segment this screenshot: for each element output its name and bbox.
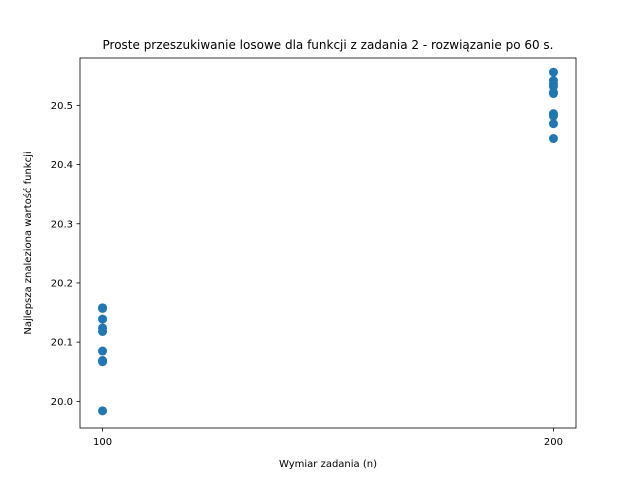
y-tick-label: 20.4 (51, 160, 73, 171)
y-tick-label: 20.1 (51, 338, 73, 349)
data-point (98, 346, 108, 356)
data-point (98, 314, 108, 324)
x-axis-label: Wymiar zadania (n) (279, 459, 377, 470)
y-tick-label: 20.3 (51, 219, 73, 230)
y-tick-label: 20.5 (51, 101, 73, 112)
data-point (98, 357, 108, 367)
chart-title: Proste przeszukiwanie losowe dla funkcji… (103, 38, 554, 52)
y-ticks: 20.0 20.1 20.2 20.3 20.4 20.5 (51, 101, 80, 408)
data-point (548, 119, 558, 129)
y-tick-label: 20.0 (51, 397, 73, 408)
data-point (98, 327, 108, 337)
y-tick-label: 20.2 (51, 278, 73, 289)
y-axis-label: Najlepsza znaleziona wartość funkcji (22, 151, 34, 334)
x-tick-label: 100 (93, 437, 112, 448)
x-ticks: 100 200 (93, 428, 563, 448)
points-layer (98, 67, 558, 416)
data-point (548, 89, 558, 99)
data-point (98, 406, 108, 416)
data-point (98, 303, 108, 313)
plot-frame (79, 57, 577, 429)
data-point (548, 134, 558, 144)
data-point (548, 111, 558, 121)
data-point (548, 67, 558, 77)
x-tick-label: 200 (544, 437, 563, 448)
